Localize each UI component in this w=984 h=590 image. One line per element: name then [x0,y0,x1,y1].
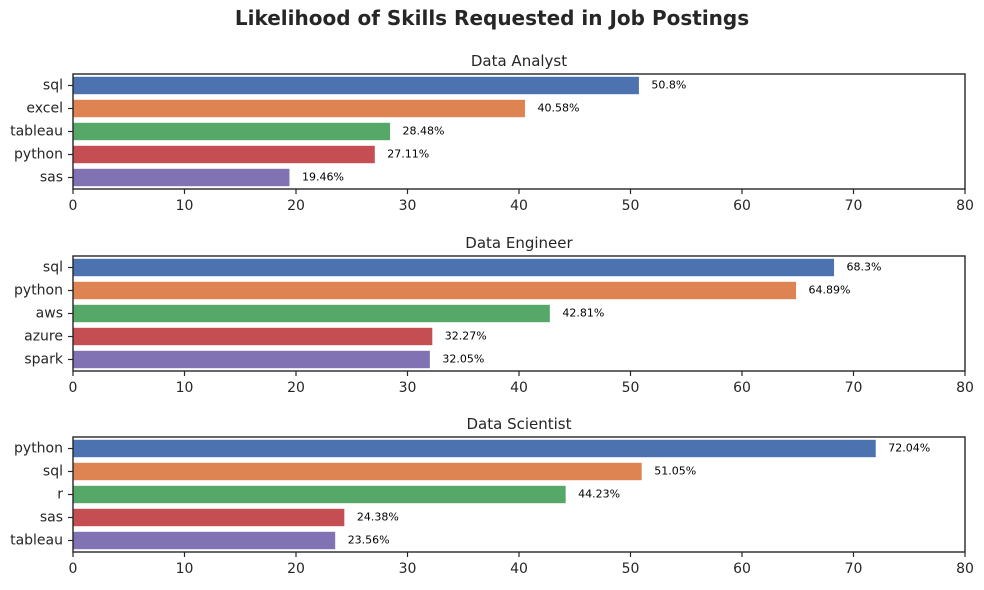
x-tick-label: 30 [399,561,417,577]
data-label: 32.05% [442,353,484,366]
bar [72,484,567,505]
y-tick-label: sas [40,170,63,186]
data-label: 50.8% [651,79,686,92]
data-label: 23.56% [348,534,390,547]
x-tick-label: 0 [69,198,78,214]
x-tick-label: 80 [956,380,974,396]
x-tick-label: 30 [399,198,417,214]
y-tick-label: azure [24,329,63,345]
x-tick-label: 0 [69,561,78,577]
bar [72,461,643,482]
y-tick-label: sql [43,260,63,276]
bar [72,257,836,278]
x-tick-label: 80 [956,198,974,214]
x-tick-label: 80 [956,561,974,577]
bar [72,438,877,459]
x-tick-label: 50 [622,380,640,396]
y-tick-label: spark [24,352,64,368]
panel-title: Data Engineer [465,234,573,252]
x-tick-label: 40 [510,380,528,396]
bar [72,530,337,551]
y-tick-label: r [57,487,63,503]
x-tick-label: 70 [845,561,863,577]
bar [72,121,392,142]
bar [72,167,291,188]
x-tick-label: 60 [733,561,751,577]
bar [72,349,431,370]
bar [72,280,798,301]
x-tick-label: 20 [287,380,305,396]
panel-title: Data Analyst [471,52,567,70]
data-label: 72.04% [888,442,930,455]
y-tick-label: python [14,283,63,299]
data-label: 32.27% [445,330,487,343]
data-label: 42.81% [562,307,604,320]
bar [72,98,526,119]
data-label: 68.3% [847,261,882,274]
x-tick-label: 40 [510,561,528,577]
x-tick-label: 20 [287,198,305,214]
bar [72,144,376,165]
y-tick-label: sql [43,78,63,94]
x-tick-label: 50 [622,561,640,577]
x-tick-label: 10 [176,561,194,577]
panel-title: Data Scientist [467,415,572,433]
bar [72,326,434,347]
data-label: 44.23% [578,488,620,501]
x-tick-label: 70 [845,380,863,396]
bar [72,75,640,96]
y-tick-label: sql [43,464,63,480]
x-tick-label: 60 [733,198,751,214]
bar [72,507,346,528]
x-tick-label: 50 [622,198,640,214]
figure-title: Likelihood of Skills Requested in Job Po… [234,6,750,30]
y-tick-label: sas [40,510,63,526]
x-tick-label: 60 [733,380,751,396]
y-tick-label: aws [36,306,63,322]
data-label: 28.48% [403,125,445,138]
y-tick-label: python [14,441,63,457]
data-label: 27.11% [387,148,429,161]
bar [72,303,551,324]
data-label: 64.89% [809,284,851,297]
x-tick-label: 20 [287,561,305,577]
x-tick-label: 30 [399,380,417,396]
x-tick-label: 0 [69,380,78,396]
y-tick-label: tableau [10,124,63,140]
x-tick-label: 10 [176,198,194,214]
x-tick-label: 10 [176,380,194,396]
data-label: 51.05% [654,465,696,478]
data-label: 24.38% [357,511,399,524]
data-label: 19.46% [302,171,344,184]
y-tick-label: tableau [10,533,63,549]
data-label: 40.58% [537,102,579,115]
x-tick-label: 40 [510,198,528,214]
x-tick-label: 70 [845,198,863,214]
y-tick-label: excel [26,101,63,117]
y-tick-label: python [14,147,63,163]
